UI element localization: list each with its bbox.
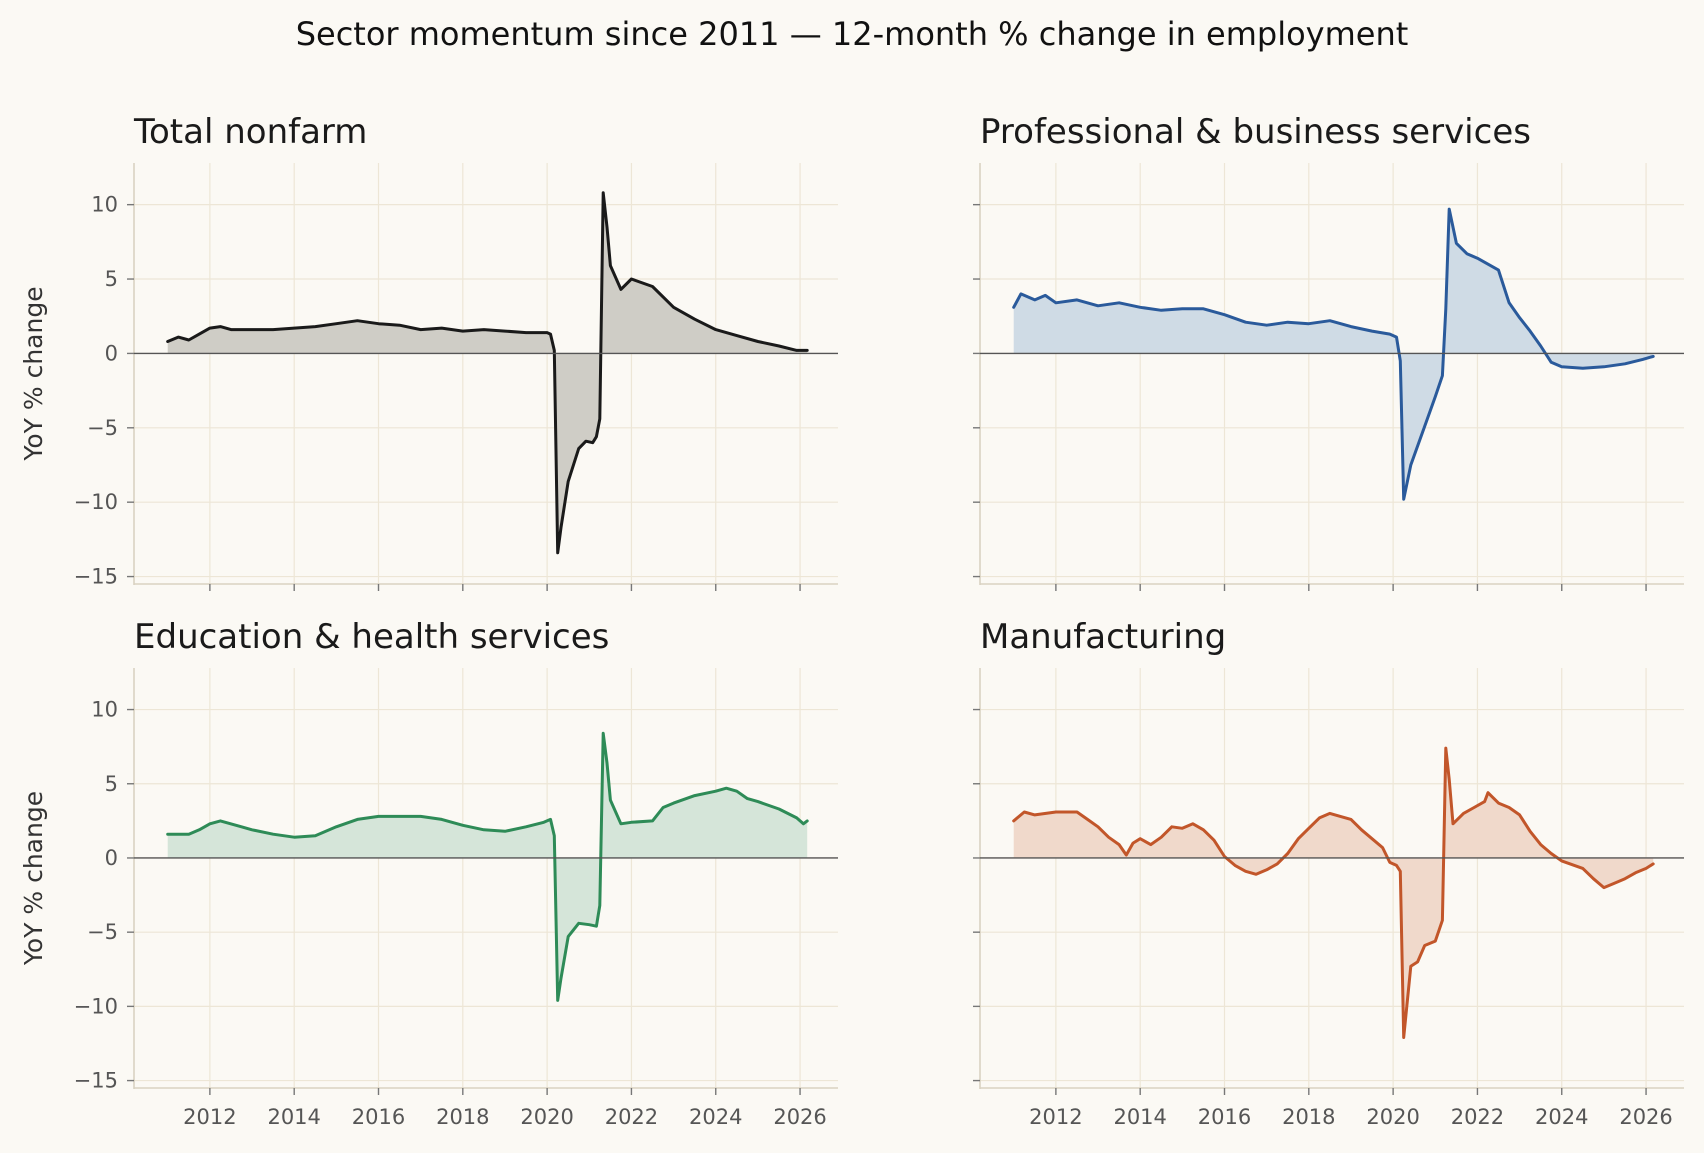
panel-title: Manufacturing xyxy=(980,617,1226,657)
series-line xyxy=(1012,207,1655,501)
x-tick-label: 2016 xyxy=(1198,1105,1251,1129)
y-tick-label: −5 xyxy=(87,920,118,944)
grid xyxy=(134,668,838,1088)
panel-2: Professional & business services xyxy=(973,112,1684,591)
panel-title: Total nonfarm xyxy=(133,112,367,152)
y-tick-label: 10 xyxy=(91,193,118,217)
panel-title: Professional & business services xyxy=(980,112,1531,152)
x-tick-label: 2012 xyxy=(183,1105,236,1129)
series-area-fill xyxy=(167,733,808,1001)
panels: 10 5 0 −5 −10 −15 Total nonfarm YoY % change Pro… xyxy=(19,112,1684,1129)
series-area-fill xyxy=(1013,209,1654,500)
x-tick-label: 2026 xyxy=(773,1105,826,1129)
series-line xyxy=(166,731,809,1002)
x-tick-label: 2024 xyxy=(689,1105,742,1129)
panel-title: Education & health services xyxy=(134,617,609,657)
panel-1: 10 5 0 −5 −10 −15 Total nonfarm YoY % change xyxy=(19,112,838,591)
x-tick-label: 2012 xyxy=(1029,1105,1082,1129)
ticks: 2012 2014 2016 2018 2020 2022 2024 2026 xyxy=(973,708,1673,1129)
x-tick-label: 2018 xyxy=(1282,1105,1335,1129)
panel-4: 2012 2014 2016 2018 2020 2022 2024 2026 Manufact… xyxy=(973,617,1684,1129)
y-tick-label: −5 xyxy=(87,416,118,440)
x-tick-label: 2024 xyxy=(1535,1105,1588,1129)
panel-3: 10 5 0 −5 −10 −15 2012 2014 2016 2018 2020 2022 2024… xyxy=(19,617,838,1129)
y-tick-label: −15 xyxy=(74,565,118,589)
series-line xyxy=(166,191,809,555)
x-tick-label: 2022 xyxy=(1451,1105,1504,1129)
y-tick-label: −10 xyxy=(74,994,118,1018)
grid xyxy=(980,668,1684,1088)
figure-title: Sector momentum since 2011 — 12-month % … xyxy=(296,15,1409,53)
y-axis-label: YoY % change xyxy=(19,791,48,966)
series-area-fill xyxy=(167,192,808,553)
x-tick-label: 2026 xyxy=(1619,1105,1672,1129)
grid xyxy=(134,163,838,584)
y-tick-label: 0 xyxy=(105,341,118,365)
x-tick-label: 2022 xyxy=(605,1105,658,1129)
y-tick-label: 5 xyxy=(105,772,118,796)
series-area-fill xyxy=(1013,748,1654,1038)
x-tick-label: 2020 xyxy=(520,1105,573,1129)
y-tick-label: −10 xyxy=(74,490,118,514)
x-tick-label: 2014 xyxy=(1113,1105,1166,1129)
y-tick-label: 10 xyxy=(91,698,118,722)
ticks: 10 5 0 −5 −10 −15 2012 2014 2016 2018 2020 2022 2024… xyxy=(74,698,827,1129)
y-tick-label: 0 xyxy=(105,846,118,870)
ticks: 10 5 0 −5 −10 −15 xyxy=(74,193,801,591)
x-tick-label: 2016 xyxy=(352,1105,405,1129)
x-tick-label: 2014 xyxy=(267,1105,320,1129)
x-tick-label: 2018 xyxy=(436,1105,489,1129)
y-axis-label: YoY % change xyxy=(19,286,48,461)
series-line xyxy=(1012,746,1655,1039)
y-tick-label: −15 xyxy=(74,1069,118,1093)
x-tick-label: 2020 xyxy=(1366,1105,1419,1129)
y-tick-label: 5 xyxy=(105,267,118,291)
ticks xyxy=(973,203,1647,591)
grid xyxy=(980,163,1684,584)
